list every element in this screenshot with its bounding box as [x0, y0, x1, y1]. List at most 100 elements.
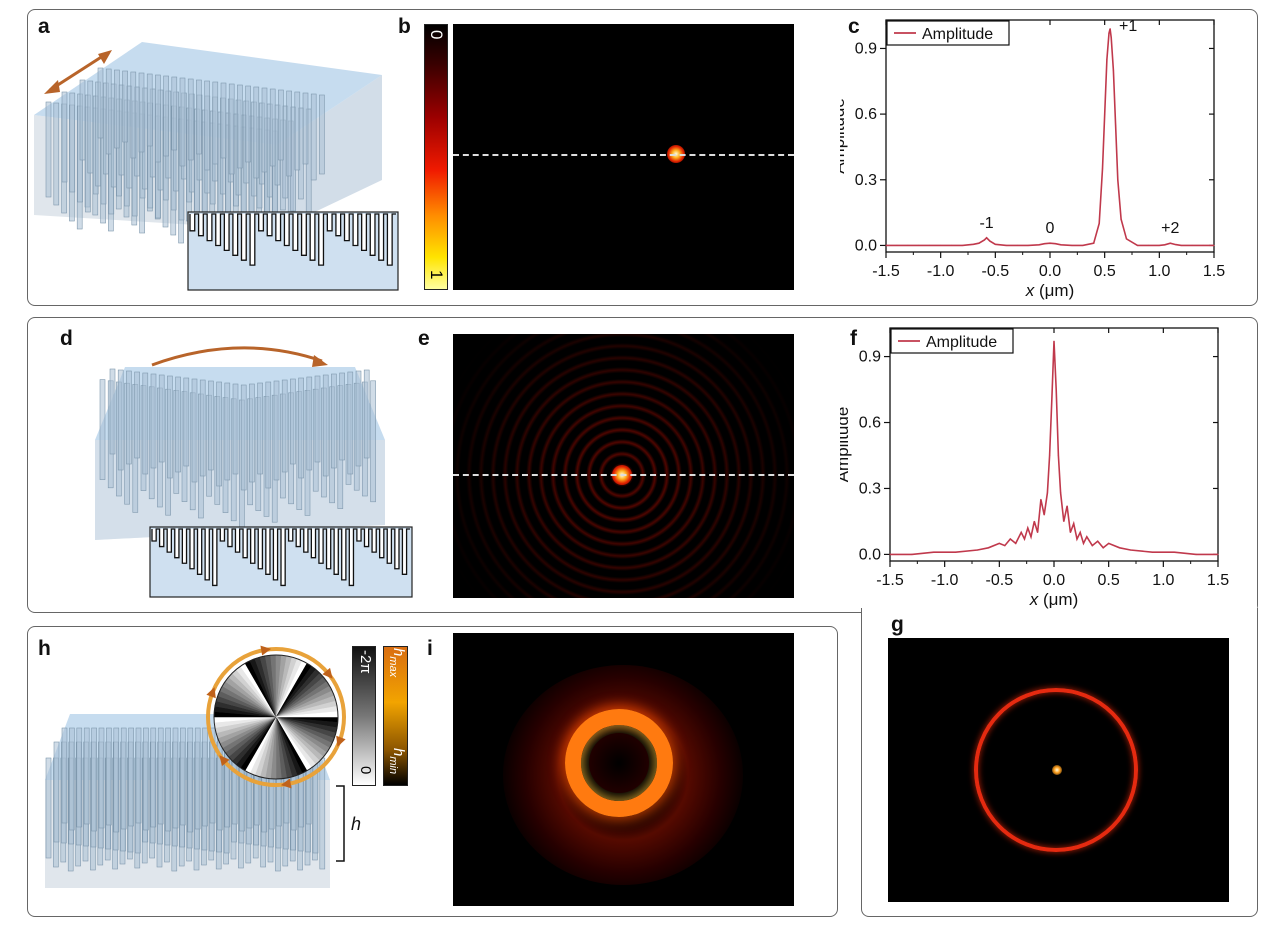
dashed-line-e	[453, 474, 794, 476]
data-point	[1217, 553, 1219, 556]
pillar	[269, 88, 276, 167]
data-point	[1076, 538, 1078, 540]
pillar	[175, 376, 181, 473]
pillar	[322, 374, 329, 477]
spiral-phase-disk	[206, 645, 346, 789]
ring-arrow	[260, 645, 272, 656]
pillar	[216, 381, 222, 487]
pillar	[339, 372, 345, 461]
data-point	[929, 244, 931, 247]
pillar	[98, 727, 105, 829]
dashed-line-b	[453, 154, 794, 156]
pillar	[53, 741, 60, 843]
pillar-array-d	[99, 368, 376, 530]
data-point	[918, 244, 920, 247]
data-point	[1054, 243, 1057, 245]
pillar	[106, 727, 112, 826]
colorbar-phase-top: -2π	[357, 650, 374, 674]
frame-row1	[27, 9, 1258, 306]
pillar	[240, 384, 247, 491]
pillar	[228, 83, 235, 175]
y-tick-label: 0.0	[855, 237, 877, 254]
data-point	[1106, 58, 1108, 60]
data-point	[1020, 531, 1022, 534]
pillar-array-a	[45, 67, 325, 250]
pillar	[294, 91, 301, 171]
pillar	[245, 85, 251, 163]
legend-label: Amplitude	[922, 26, 993, 43]
data-point	[1046, 492, 1049, 494]
pillar	[278, 89, 284, 161]
colorbar-b	[424, 24, 448, 290]
data-point	[985, 237, 988, 239]
pillar	[202, 727, 208, 827]
legend-label: Amplitude	[926, 334, 997, 351]
height-label: h	[351, 814, 362, 834]
pillar	[281, 379, 288, 473]
data-point	[1120, 218, 1122, 220]
data-point	[1202, 244, 1204, 247]
pillar	[331, 373, 337, 469]
metasurface-lens-illustration	[95, 346, 413, 598]
pillar	[232, 383, 239, 475]
x-tick-label: -1.5	[872, 263, 900, 280]
data-point	[1037, 531, 1039, 534]
panel-label-c: c	[848, 15, 860, 38]
ring-arrow	[219, 755, 230, 767]
data-point	[1027, 244, 1029, 247]
pillar	[138, 72, 145, 153]
pillar	[167, 375, 173, 479]
pillar	[105, 68, 112, 155]
data-point	[976, 549, 979, 551]
bright-ring-g	[974, 688, 1138, 852]
panel-label-h: h	[38, 637, 51, 660]
data-point	[1079, 531, 1081, 534]
pillar	[220, 82, 227, 159]
ring-arrow	[322, 667, 333, 679]
panel-label-e: e	[418, 327, 430, 350]
pillar	[187, 78, 194, 161]
pillar	[302, 92, 309, 165]
data-point	[1073, 523, 1075, 525]
data-point	[1043, 243, 1046, 245]
x-tick-label: 0.5	[1094, 263, 1116, 280]
pillar	[347, 371, 354, 475]
vortex-beam-image-i	[453, 633, 794, 906]
pillar	[172, 727, 179, 829]
y-axis-label: Amplitude	[840, 98, 848, 174]
data-point	[1112, 69, 1115, 71]
data-point	[1129, 549, 1132, 551]
pillar	[150, 373, 157, 469]
panel-label-f: f	[850, 327, 857, 350]
pillar	[237, 84, 243, 169]
y-tick-label: 0.6	[859, 415, 881, 432]
ring-arrow	[336, 735, 346, 747]
data-point	[1102, 547, 1104, 549]
data-point	[1063, 520, 1065, 523]
series-line	[890, 341, 1218, 556]
data-point	[978, 242, 980, 244]
pillar	[126, 370, 132, 465]
pillar	[306, 376, 313, 471]
amplitude-chart-c: -1.5 -1.0 -0.5 0.0 0.5 1.0 1.5 0.0 0.3 0.6 0.9 x (μ…	[840, 18, 1225, 300]
colorbar-b-bottom: 1	[427, 270, 446, 280]
vortex-core-i	[589, 733, 649, 793]
frame-row3	[27, 626, 838, 917]
pillar	[370, 380, 376, 503]
pillar	[99, 379, 106, 480]
data-point	[1175, 243, 1177, 246]
frame-cover	[862, 600, 1257, 614]
height-bracket	[336, 785, 345, 862]
data-point	[1033, 520, 1035, 523]
data-point	[1023, 538, 1026, 540]
panel-label-b: b	[398, 15, 411, 38]
pillar	[196, 79, 202, 155]
data-point	[998, 542, 1000, 545]
data-point	[1057, 454, 1059, 457]
colorbar-phase	[352, 646, 376, 786]
data-point	[1173, 551, 1175, 553]
pillar	[204, 80, 210, 171]
x-tick-label: -0.5	[986, 572, 1014, 589]
ring-pattern-image-e	[453, 334, 794, 598]
y-tick-label: 0.9	[855, 40, 877, 57]
